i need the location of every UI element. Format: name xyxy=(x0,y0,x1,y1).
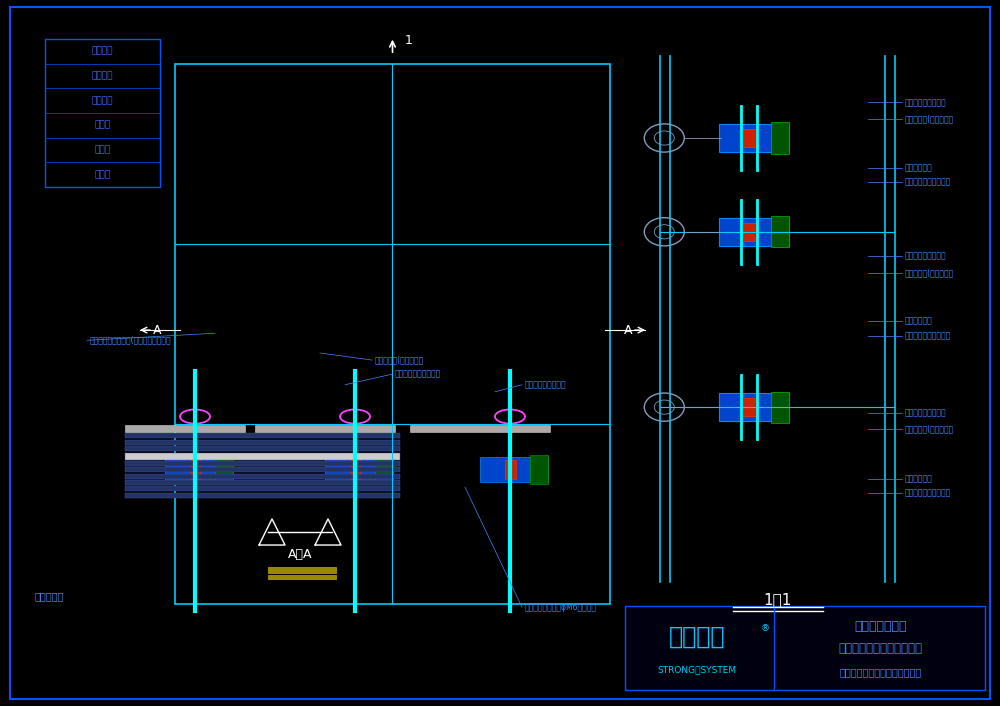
Bar xyxy=(771,216,789,247)
Bar xyxy=(350,460,361,479)
Text: STRONG｜SYSTEM: STRONG｜SYSTEM xyxy=(657,666,737,675)
Bar xyxy=(771,122,789,153)
Bar xyxy=(375,455,393,484)
Bar xyxy=(175,64,610,604)
Text: 专利产品！: 专利产品！ xyxy=(35,592,64,602)
Text: （隐藏横梁）玻璃幕墙系统: （隐藏横梁）玻璃幕墙系统 xyxy=(839,642,923,654)
Text: 不锈钢稳定拉杆（索）: 不锈钢稳定拉杆（索） xyxy=(395,370,441,378)
Bar xyxy=(268,575,336,579)
Text: 且形精制钢(隐藏横梁）: 且形精制钢(隐藏横梁） xyxy=(375,356,424,364)
Text: 更纤细: 更纤细 xyxy=(94,170,111,179)
Text: 橡胶隔热垫块: 橡胶隔热垫块 xyxy=(905,164,933,172)
Text: 大跨度: 大跨度 xyxy=(94,121,111,130)
Text: 且形精制钢(隐藏横梁）: 且形精制钢(隐藏横梁） xyxy=(905,268,954,277)
Bar xyxy=(125,433,400,438)
Bar xyxy=(125,461,400,466)
Bar xyxy=(215,455,233,484)
Text: 且形精制钢(隐藏横梁）: 且形精制钢(隐藏横梁） xyxy=(905,114,954,123)
Bar xyxy=(125,467,400,472)
Text: 隐式十字精制钢立柱: 隐式十字精制钢立柱 xyxy=(525,381,567,389)
Bar xyxy=(719,217,789,246)
Text: A－A: A－A xyxy=(288,548,312,561)
Bar xyxy=(625,606,985,690)
Text: 不锈钢稳定拉杆（索）: 不锈钢稳定拉杆（索） xyxy=(905,332,951,340)
Text: 西创系统: 西创系统 xyxy=(669,625,725,649)
Text: A: A xyxy=(624,323,632,337)
Text: ®: ® xyxy=(760,624,769,633)
Bar xyxy=(125,440,400,445)
Bar xyxy=(125,425,245,432)
Bar xyxy=(125,486,400,491)
Bar xyxy=(125,493,400,498)
Text: 橡胶隔热垫块: 橡胶隔热垫块 xyxy=(905,474,933,483)
Text: 大通透: 大通透 xyxy=(94,145,111,155)
Bar xyxy=(719,393,789,421)
Text: A: A xyxy=(153,323,161,337)
Text: 铝合金压板、扣盖φM6机制螺丝: 铝合金压板、扣盖φM6机制螺丝 xyxy=(525,603,597,611)
Bar xyxy=(125,446,400,451)
Text: 不锈钢稳定拉杆（索）: 不锈钢稳定拉杆（索） xyxy=(905,489,951,497)
Text: 隐式十字精制钢立柱: 隐式十字精制钢立柱 xyxy=(905,409,947,417)
Bar xyxy=(45,39,160,187)
Bar xyxy=(255,425,395,432)
Text: 不锈钢稳定拉杆（索）: 不锈钢稳定拉杆（索） xyxy=(905,178,951,186)
Text: 环保节能: 环保节能 xyxy=(92,71,113,80)
Text: 橡胶隔热垫块: 橡胶隔热垫块 xyxy=(905,317,933,325)
Bar xyxy=(743,128,756,147)
Bar xyxy=(125,453,400,460)
Text: 超级防腐: 超级防腐 xyxy=(92,96,113,105)
Bar xyxy=(125,474,400,479)
Text: 西创系统：公母螺栓(专利、连续栓接）: 西创系统：公母螺栓(专利、连续栓接） xyxy=(90,336,172,345)
Bar xyxy=(480,457,548,482)
Bar xyxy=(743,398,756,417)
Bar xyxy=(165,457,233,482)
Text: 隐式十字精制钢: 隐式十字精制钢 xyxy=(854,621,907,633)
Bar xyxy=(410,425,550,432)
Bar xyxy=(771,392,789,423)
Bar xyxy=(505,460,516,479)
Bar xyxy=(190,460,201,479)
Bar xyxy=(268,567,336,573)
Text: 安全防火: 安全防火 xyxy=(92,47,113,56)
Bar xyxy=(743,222,756,241)
Text: 西创金易科技（江苏）有限公司: 西创金易科技（江苏）有限公司 xyxy=(839,667,922,677)
Bar xyxy=(125,480,400,485)
Bar xyxy=(325,457,393,482)
Text: 隐式十字精制钢立柱: 隐式十字精制钢立柱 xyxy=(905,98,947,107)
Text: 且形精制钢(隐藏横梁）: 且形精制钢(隐藏横梁） xyxy=(905,425,954,433)
Text: 隐式十字精制钢立柱: 隐式十字精制钢立柱 xyxy=(905,252,947,261)
Bar xyxy=(719,124,789,152)
Text: 1: 1 xyxy=(404,34,412,47)
Bar xyxy=(530,455,548,484)
Text: 1－1: 1－1 xyxy=(763,592,792,608)
